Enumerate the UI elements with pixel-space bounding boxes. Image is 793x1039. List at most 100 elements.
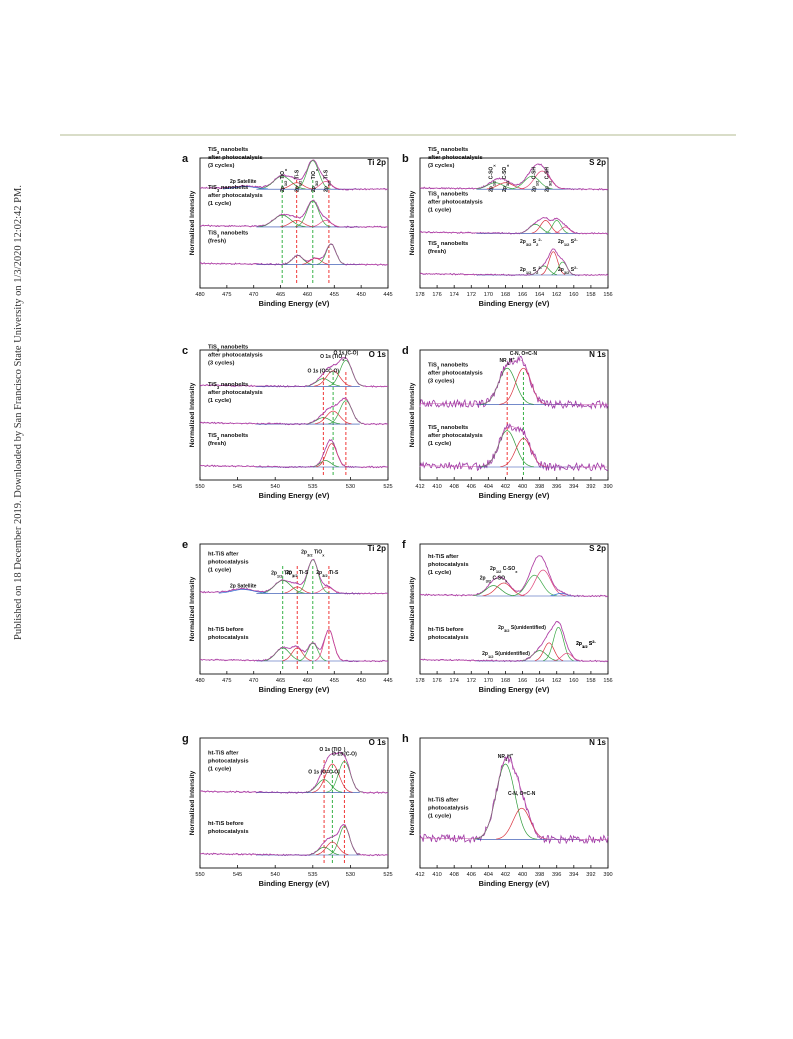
- peak-label: 2p1/2 TiOx: [280, 168, 288, 192]
- fit-envelope: [419, 621, 608, 662]
- peak-label: O 1s (C-O): [332, 751, 357, 757]
- y-axis-label: Normalized Intensity: [189, 770, 196, 835]
- x-tick-label: 465: [276, 678, 285, 684]
- panel-a: a Ti 2p 480 475 470 465 460 455 450 445 Binding En…: [176, 147, 393, 338]
- x-tick-label: 396: [552, 484, 561, 490]
- peak-label: 2p3/2 S2-: [576, 639, 596, 649]
- x-tick-label: 178: [415, 292, 424, 298]
- x-tick-label: 475: [222, 292, 231, 298]
- sample-label: ht-TiS after photocatalysis (1 cycle): [208, 551, 249, 573]
- x-tick-label: 402: [501, 872, 510, 878]
- plot-frame: [199, 737, 389, 869]
- x-tick-label: 156: [603, 678, 612, 684]
- x-tick-label: 475: [222, 678, 231, 684]
- peak-label: 2p1/2 TiOx: [271, 570, 295, 578]
- fit-envelope: [199, 356, 388, 387]
- sample-label: ht-TiS after photocatalysis (1 cycle): [428, 797, 469, 819]
- x-tick-label: 412: [415, 872, 424, 878]
- x-tick-label: 390: [603, 872, 612, 878]
- fit-component: [311, 763, 353, 793]
- x-tick-label: 168: [501, 678, 510, 684]
- panel-g: g O 1s 550 545 540 535 530 525 Binding Energy (e…: [176, 730, 393, 918]
- fit-envelope: [199, 752, 388, 793]
- x-tick-label: 525: [383, 872, 392, 878]
- panel-letter: c: [182, 345, 188, 357]
- x-tick-label: 412: [415, 484, 424, 490]
- fit-envelope: [419, 425, 608, 468]
- plot-frame: [419, 349, 609, 481]
- header-rule: [60, 134, 736, 136]
- y-axis-label: Normalized Intensity: [189, 576, 196, 641]
- x-tick-label: 160: [569, 292, 578, 298]
- fit-envelope: [419, 217, 608, 234]
- spectrum-raw: [419, 248, 609, 277]
- x-tick-label: 160: [569, 678, 578, 684]
- x-tick-label: 392: [586, 872, 595, 878]
- chart-g: g O 1s 550 545 540 535 530 525 Binding Energy (e…: [182, 733, 393, 888]
- x-tick-label: 164: [535, 292, 544, 298]
- fit-component: [476, 182, 515, 190]
- y-axis-label: Normalized Intensity: [409, 382, 416, 447]
- spectrum-raw: [419, 423, 609, 472]
- x-tick-label: 172: [467, 678, 476, 684]
- x-tick-label: 410: [432, 484, 441, 490]
- fit-component: [541, 251, 566, 275]
- fit-component: [520, 569, 567, 597]
- panel-b: b S 2p 178 176 174 172 170 168 166 164 162 160 158 15…: [396, 147, 613, 338]
- sample-label: TiS3 nanobelts after photocatalysis (3 cyc…: [428, 363, 483, 385]
- plot-frame: [419, 737, 609, 869]
- chart-h: h N 1s 412 410 408 406 404 402 400 398 396 394 392 39…: [402, 733, 613, 888]
- annotation-label: 2p Satellite: [230, 583, 257, 589]
- x-tick-label: 450: [356, 678, 365, 684]
- panel-title: Ti 2p: [367, 544, 386, 553]
- x-tick-label: 404: [484, 484, 493, 490]
- panel-title: Ti 2p: [367, 158, 386, 167]
- chart-f: f S 2p 178 176 174 172 170 168 166 164 162 160 158 15…: [402, 539, 613, 694]
- x-tick-label: 404: [484, 872, 493, 878]
- x-tick-label: 398: [535, 872, 544, 878]
- x-tick-label: 158: [586, 292, 595, 298]
- panel-letter: f: [402, 539, 406, 551]
- fit-envelope: [199, 558, 388, 594]
- y-axis-label: Normalized Intensity: [189, 382, 196, 447]
- x-axis-label: Binding Energy (eV): [479, 299, 550, 308]
- fit-component: [294, 200, 331, 227]
- peak-label: O 1s (O=C-O): [308, 369, 340, 375]
- spectrum-raw: [419, 216, 609, 235]
- x-tick-label: 465: [276, 292, 285, 298]
- fit-component: [222, 186, 268, 190]
- panel-title: S 2p: [589, 544, 606, 553]
- panel-letter: b: [402, 153, 409, 165]
- fit-component: [482, 582, 525, 597]
- peak-label: 2p1/2 S(unidentified): [482, 651, 530, 659]
- x-tick-label: 550: [195, 872, 204, 878]
- x-tick-label: 178: [415, 678, 424, 684]
- download-sidebar: Published on 18 December 2019. Downloade…: [4, 160, 24, 660]
- peak-label: 2p3/2 C-SH: [545, 167, 553, 192]
- fit-component: [218, 589, 268, 594]
- x-tick-label: 168: [501, 292, 510, 298]
- fit-component: [284, 586, 311, 594]
- chart-b: b S 2p 178 176 174 172 170 168 166 164 162 160 158 15…: [402, 147, 613, 308]
- spectrum-raw: [419, 355, 609, 410]
- sample-label: TiS3 nanobelts after photocatalysis (1 cyc…: [208, 382, 263, 404]
- x-tick-label: 396: [552, 872, 561, 878]
- panel-title: O 1s: [369, 738, 387, 747]
- sample-label: TiS3 nanobelts after photocatalysis (3 cyc…: [208, 344, 263, 366]
- panel-e: e Ti 2p 480 475 470 465 460 455 450 445 Binding En…: [176, 536, 393, 724]
- sample-label: TiS3 nanobelts after photocatalysis (1 cyc…: [428, 191, 483, 213]
- x-tick-label: 400: [518, 872, 527, 878]
- spectrum-raw: [199, 439, 389, 469]
- x-tick-label: 535: [308, 872, 317, 878]
- sample-label: TiS3 nanobelts after photocatalysis (1 cyc…: [208, 185, 263, 207]
- chart-d: d N 1s 412 410 408 406 404 402 400 398 396 394 392 39…: [402, 345, 613, 500]
- plot-frame: [419, 543, 609, 675]
- x-tick-label: 176: [432, 678, 441, 684]
- panel-letter: a: [182, 153, 189, 165]
- sample-label: TiS3 nanobelts (fresh): [208, 433, 248, 447]
- peak-label: O 1s (TiOx): [319, 747, 345, 755]
- fit-component: [294, 160, 331, 190]
- x-tick-label: 162: [552, 292, 561, 298]
- sample-label: TiS3 nanobelts (fresh): [428, 241, 468, 255]
- x-axis-label: Binding Energy (eV): [479, 685, 550, 694]
